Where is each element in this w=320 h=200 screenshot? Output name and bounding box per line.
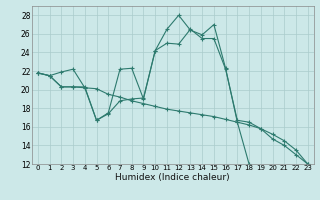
X-axis label: Humidex (Indice chaleur): Humidex (Indice chaleur) xyxy=(116,173,230,182)
